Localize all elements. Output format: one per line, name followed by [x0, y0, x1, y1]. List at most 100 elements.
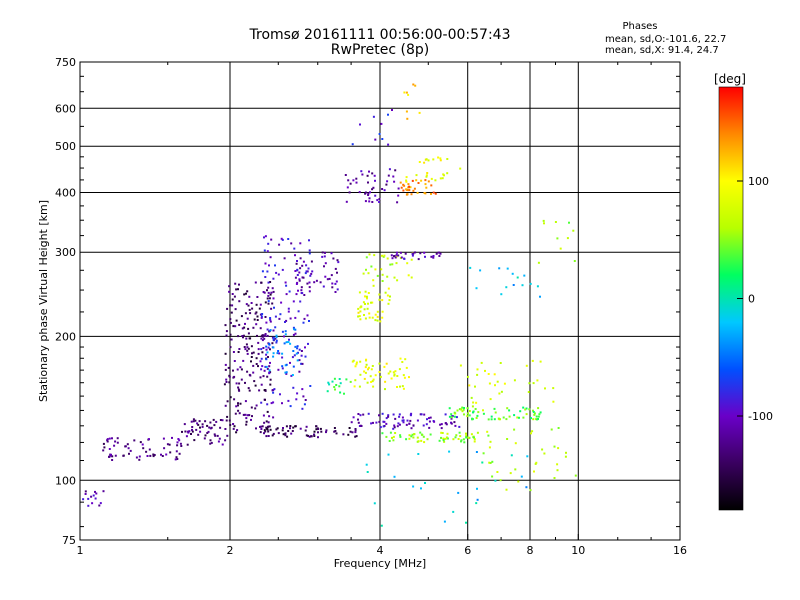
data-point	[260, 383, 263, 386]
data-point	[476, 373, 479, 376]
data-point	[458, 408, 461, 411]
data-point	[541, 448, 544, 451]
data-point	[382, 255, 385, 258]
data-point	[354, 428, 357, 430]
data-point	[219, 419, 222, 421]
data-point	[213, 424, 216, 427]
data-point	[399, 434, 402, 437]
chart-title: Tromsø 20161111 00:56:00-00:57:43	[249, 27, 511, 43]
data-point	[264, 430, 267, 433]
data-point	[297, 351, 299, 354]
data-point	[513, 379, 516, 382]
data-point	[573, 260, 576, 262]
data-point	[382, 425, 385, 428]
data-point	[364, 371, 367, 374]
data-point	[246, 317, 249, 320]
data-point	[381, 316, 384, 319]
x-tick-label: 16	[673, 544, 687, 557]
data-point	[274, 337, 277, 340]
data-point	[269, 318, 272, 321]
data-point	[229, 333, 232, 336]
data-point	[474, 408, 477, 410]
data-point	[490, 418, 493, 421]
data-point	[260, 425, 263, 428]
data-point	[387, 453, 390, 456]
data-point	[484, 369, 486, 372]
data-point	[264, 301, 267, 304]
colorbar-tick-label: -100	[748, 410, 773, 423]
data-point	[391, 263, 394, 266]
data-point	[399, 385, 401, 388]
data-point	[459, 364, 462, 367]
data-point	[267, 242, 270, 245]
data-point	[256, 296, 259, 298]
data-point	[538, 413, 541, 416]
data-point	[298, 359, 301, 362]
data-point	[463, 441, 466, 444]
data-point	[285, 284, 288, 287]
data-point	[381, 273, 384, 276]
data-point	[359, 360, 362, 363]
data-point	[307, 342, 309, 345]
data-point	[267, 294, 270, 297]
data-point	[489, 462, 492, 464]
data-point	[261, 270, 264, 273]
data-point	[498, 267, 501, 270]
data-point	[111, 455, 114, 458]
data-point	[434, 192, 437, 195]
data-point	[305, 434, 308, 437]
data-point	[513, 428, 516, 431]
data-point	[347, 433, 350, 436]
data-point	[385, 435, 388, 438]
data-point	[233, 425, 236, 428]
data-point	[247, 327, 250, 330]
data-point	[391, 257, 394, 260]
data-point	[268, 369, 271, 372]
data-point	[425, 158, 428, 161]
data-point	[233, 398, 236, 401]
data-point	[267, 291, 270, 294]
data-point	[534, 418, 537, 421]
data-point	[257, 365, 259, 368]
data-point	[425, 174, 428, 177]
data-point	[263, 429, 266, 432]
data-point	[102, 490, 105, 493]
data-point	[285, 425, 288, 428]
data-point	[250, 302, 253, 304]
data-point	[387, 143, 390, 146]
data-point	[250, 356, 253, 358]
data-point	[398, 368, 401, 371]
data-point	[536, 285, 539, 288]
data-point	[537, 415, 540, 418]
data-point	[152, 453, 155, 456]
data-point	[237, 288, 239, 291]
data-point	[407, 183, 410, 186]
data-point	[234, 412, 237, 415]
data-point	[278, 352, 281, 355]
data-point	[491, 475, 494, 478]
data-point	[244, 381, 246, 384]
data-point	[410, 193, 413, 196]
data-point	[307, 434, 310, 437]
data-point	[214, 434, 217, 437]
data-point	[426, 418, 428, 421]
data-point	[180, 445, 183, 447]
data-point	[188, 430, 191, 433]
data-point	[349, 430, 352, 433]
data-point	[237, 335, 240, 338]
data-point	[413, 433, 416, 436]
data-point	[237, 388, 240, 391]
data-point	[251, 352, 253, 355]
data-point	[409, 419, 412, 422]
data-point	[299, 257, 302, 260]
data-point	[218, 437, 221, 440]
data-point	[363, 308, 366, 311]
data-point	[181, 430, 183, 433]
data-point	[294, 276, 297, 279]
data-point	[466, 415, 469, 418]
data-point	[277, 350, 280, 352]
data-point	[391, 109, 393, 111]
data-point	[385, 417, 388, 420]
data-point	[373, 174, 376, 177]
data-point	[282, 427, 284, 429]
